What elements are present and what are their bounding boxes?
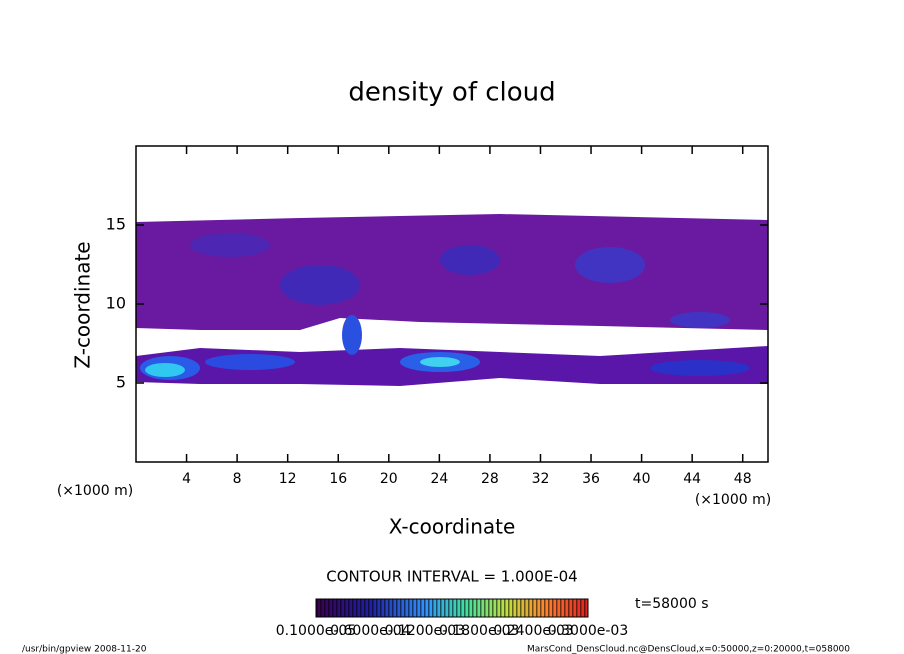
x-tick-label: 44 — [683, 471, 701, 487]
colorbar-label: 0.2400e-03 — [493, 623, 573, 639]
y-unit: (×1000 m) — [57, 483, 133, 499]
x-tick-label: 32 — [532, 471, 550, 487]
x-tick-label: 48 — [734, 471, 752, 487]
y-tick-label: 15 — [106, 215, 126, 234]
x-unit: (×1000 m) — [695, 492, 771, 508]
colorbar-label: 0.6000e-04 — [330, 623, 411, 639]
contour-interval: CONTOUR INTERVAL = 1.000E-04 — [326, 568, 577, 586]
x-tick-label: 40 — [633, 471, 651, 487]
x-tick-label: 8 — [233, 471, 242, 487]
x-tick-label: 12 — [279, 471, 297, 487]
x-axis-label: X-coordinate — [389, 515, 516, 539]
colorbar-frame — [315, 598, 589, 618]
x-tick-label: 36 — [582, 471, 600, 487]
contour-field — [136, 214, 768, 386]
x-tick-label: 24 — [430, 471, 448, 487]
colorbar-label: 0.1200e-03 — [385, 623, 465, 639]
time-label: t=58000 s — [635, 596, 709, 612]
colorbar-label: 0.3000e-03 — [548, 623, 628, 639]
colorbar-label: 0.1800e-03 — [439, 623, 519, 639]
footer-left: /usr/bin/gpview 2008-11-20 — [22, 645, 147, 654]
x-tick-label: 16 — [329, 471, 347, 487]
y-axis-label: Z-coordinate — [71, 241, 95, 368]
x-tick-label: 4 — [182, 471, 191, 487]
colorbar-label: 0.1000e-05 — [276, 623, 356, 639]
chart-title: density of cloud — [348, 78, 555, 108]
x-tick-label: 20 — [380, 471, 398, 487]
x-tick-label: 28 — [481, 471, 499, 487]
y-tick-label: 5 — [116, 373, 126, 392]
y-tick-label: 10 — [106, 294, 126, 313]
footer-right: MarsCond_DensCloud.nc@DensCloud,x=0:5000… — [527, 645, 850, 654]
